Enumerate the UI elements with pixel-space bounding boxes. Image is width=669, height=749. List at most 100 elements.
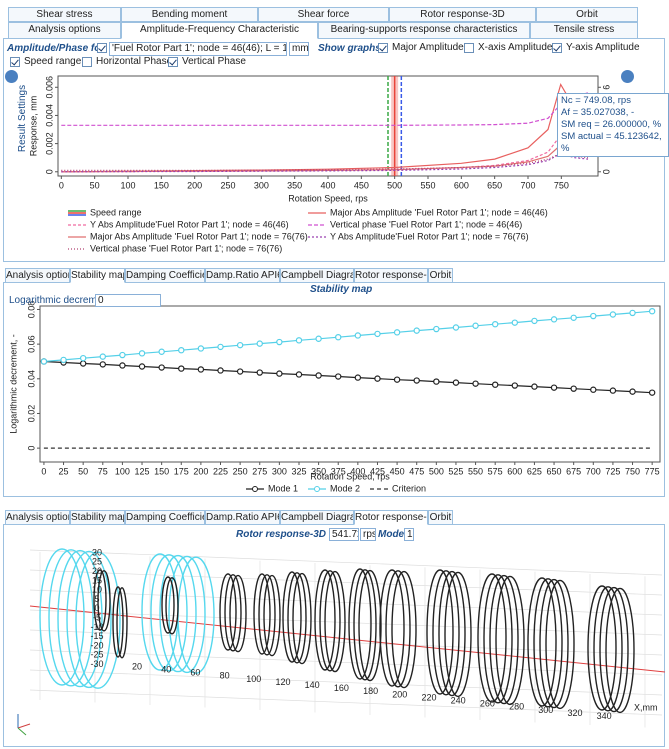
- series-marker: [40, 358, 48, 365]
- series-marker: [276, 338, 283, 346]
- speed-unit[interactable]: rps: [360, 528, 376, 541]
- series-marker: [452, 324, 460, 331]
- x-tick-label: 425: [370, 466, 385, 476]
- z3d-tick-label: -10: [90, 622, 103, 632]
- node-select[interactable]: 'Fuel Rotor Part 1'; node = 46(46); L = …: [109, 42, 287, 56]
- x-tick-label: 275: [252, 466, 267, 476]
- x3d-tick-label: 240: [451, 695, 466, 705]
- x3d-tick-label: 300: [538, 705, 553, 715]
- rotor-orbit: [159, 554, 197, 673]
- series-line: [43, 310, 653, 363]
- nav-left-button[interactable]: [5, 70, 18, 83]
- series-marker: [393, 329, 401, 336]
- x-tick-label: 600: [507, 466, 522, 476]
- legend-label: Y Abs Amplitude'Fuel Rotor Part 1'; node…: [90, 219, 289, 229]
- series-marker: [550, 316, 558, 323]
- series-marker: [236, 341, 244, 349]
- x3d-tick-label: 200: [392, 689, 407, 699]
- z3d-tick-label: -30: [90, 659, 103, 669]
- log-dec-input[interactable]: 0: [95, 294, 161, 307]
- tab[interactable]: Amplitude-Frequency Characteristic: [121, 22, 318, 39]
- tab[interactable]: Orbit: [428, 510, 453, 525]
- x-tick-label: 550: [420, 180, 435, 190]
- x-tick-label: 700: [586, 466, 601, 476]
- rotor-orbit: [358, 569, 382, 682]
- checkbox[interactable]: [82, 57, 92, 67]
- series-marker: [217, 367, 224, 374]
- rotor-orbit: [545, 579, 575, 710]
- tab[interactable]: Rotor response-3D: [389, 7, 536, 22]
- tab[interactable]: Tensile stress: [530, 22, 638, 39]
- checkbox-label: Speed range: [24, 56, 82, 67]
- rotor-orbit: [324, 570, 346, 673]
- unit-box[interactable]: mm: [289, 42, 309, 56]
- x-tick-label: 100: [115, 466, 130, 476]
- nav-right-button[interactable]: [621, 70, 634, 83]
- rotor-orbit: [599, 586, 629, 713]
- axis-icon: [17, 727, 27, 736]
- x-tick-label: 100: [120, 180, 135, 190]
- series-marker: [433, 325, 440, 333]
- series-marker: [550, 384, 558, 391]
- legend-label: Mode 2: [330, 483, 360, 493]
- series-marker: [119, 351, 126, 359]
- series-marker: [295, 371, 303, 378]
- y-axis-label: Response, mm: [28, 96, 38, 157]
- tab[interactable]: Analysis options: [5, 268, 70, 283]
- x3d-tick-label: 160: [334, 683, 349, 693]
- z3d-tick-label: 25: [92, 557, 102, 567]
- tab[interactable]: Damping Coefficient: [125, 268, 205, 283]
- tab[interactable]: Shear stress: [8, 7, 121, 22]
- amp-phase-checkbox[interactable]: [97, 43, 107, 53]
- z3d-tick-label: 15: [92, 575, 102, 585]
- tab[interactable]: Campbell Diagram: [280, 510, 354, 525]
- series-marker: [472, 380, 479, 387]
- speed-input[interactable]: 541.72: [329, 528, 359, 541]
- series-marker: [648, 308, 656, 315]
- checkbox-label: Y-axis Amplitude: [566, 42, 640, 53]
- tab[interactable]: Damp.Ratio API610: [205, 510, 280, 525]
- series-marker: [531, 317, 538, 325]
- tab[interactable]: Analysis options: [8, 22, 121, 39]
- checkbox[interactable]: [552, 43, 562, 53]
- series-marker: [590, 312, 597, 320]
- tab[interactable]: Orbit: [428, 268, 453, 283]
- series-marker: [491, 381, 499, 388]
- y-tick-label: 0.02: [26, 405, 36, 423]
- log-dec-label: Logarithmic decrement:: [9, 295, 114, 306]
- tab[interactable]: Rotor response-3D: [354, 268, 428, 283]
- x3d-tick-label: 260: [480, 699, 495, 709]
- x-axis-label: Rotation Speed, rps: [288, 193, 368, 203]
- tab[interactable]: Stability map: [70, 510, 125, 525]
- side-tab[interactable]: Result Settings: [11, 85, 28, 152]
- tab[interactable]: Campbell Diagram: [280, 268, 354, 283]
- mode-input[interactable]: 1: [404, 528, 414, 541]
- series-marker: [178, 365, 185, 372]
- checkbox[interactable]: [378, 43, 388, 53]
- tab[interactable]: Stability map: [70, 268, 125, 283]
- tab[interactable]: Analysis options: [5, 510, 70, 525]
- mode-label: Mode: [378, 529, 405, 540]
- checkbox[interactable]: [464, 43, 474, 53]
- tab[interactable]: Rotor response-3D: [354, 510, 428, 525]
- tab[interactable]: Shear force: [258, 7, 389, 22]
- rotor-orbit: [444, 571, 472, 698]
- tab[interactable]: Bending moment: [121, 7, 258, 22]
- x-tick-label: 450: [354, 180, 369, 190]
- x3d-tick-label: 60: [190, 668, 200, 678]
- checkbox[interactable]: [168, 57, 178, 67]
- z3d-tick-label: -25: [90, 650, 103, 660]
- tab[interactable]: Damp.Ratio API610: [205, 268, 280, 283]
- series-marker: [236, 368, 244, 375]
- tab[interactable]: Bearing-supports response characteristic…: [318, 22, 530, 39]
- tab[interactable]: Damping Coefficient: [125, 510, 205, 525]
- y-tick-label: 0.002: [44, 132, 54, 155]
- x-tick-label: 775: [645, 466, 660, 476]
- tab[interactable]: Orbit: [536, 7, 638, 22]
- series-marker: [99, 353, 106, 360]
- checkbox[interactable]: [10, 57, 20, 67]
- series-marker: [99, 361, 106, 368]
- rotor-orbit: [527, 577, 557, 707]
- x-tick-label: 50: [78, 466, 88, 476]
- plot-area: [57, 75, 599, 177]
